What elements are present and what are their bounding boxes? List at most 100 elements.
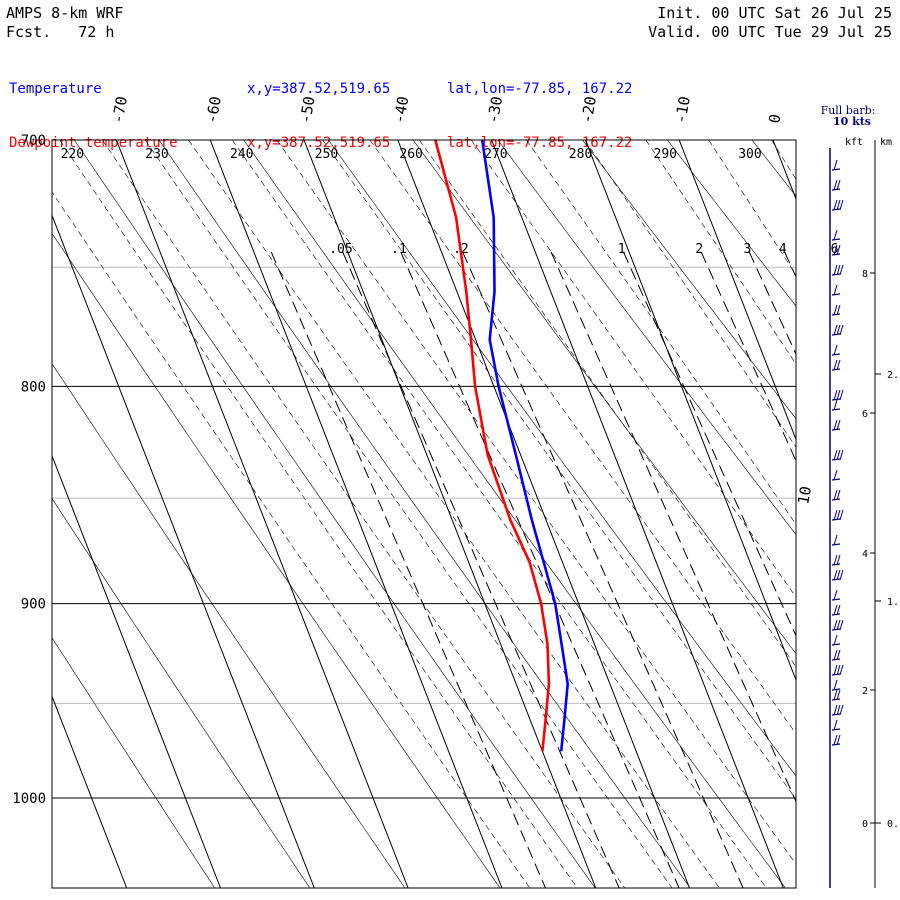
series-xy-dewpoint: x,y=387.52,519.65 (247, 135, 391, 151)
wind-barb-feather (836, 199, 841, 211)
wind-barb (831, 604, 841, 616)
temperature-tick-label: -10 (671, 95, 693, 125)
temperature-tick-label: -50 (296, 95, 318, 125)
wind-barb-shaft (831, 398, 841, 401)
kft-tick-label: 6 (862, 409, 868, 420)
isotherm-line (52, 454, 221, 888)
wind-barb-shaft (831, 728, 841, 731)
wind-barb (831, 244, 841, 256)
dry-adiabat (751, 140, 796, 197)
isotherm-line (867, 140, 900, 888)
wind-barb-feather (836, 619, 841, 631)
km-tick-label: 2. (887, 370, 899, 381)
wind-barb (831, 419, 841, 431)
wind-barb-feather (836, 649, 841, 661)
wind-barb-feather (833, 179, 838, 191)
wind-panel: Full barb:10 kts kft km 8 6 4 2 0 2. 1. 0. (821, 104, 899, 888)
wind-barb-shaft (831, 518, 841, 521)
inner-labels: 220 230 240 250 260 270 280 290 300.05.1.2 1 2 3 4 6 (61, 147, 839, 257)
moist-adiabat (59, 140, 578, 888)
wind-barb (831, 179, 841, 191)
wind-barb-feather (833, 469, 838, 481)
temperature-tick-label: -60 (202, 95, 224, 125)
pressure-tick-label: 800 (21, 379, 46, 395)
wind-barb-shaft (831, 713, 841, 716)
wind-barb-feather (836, 554, 841, 566)
wind-barb (831, 719, 841, 731)
dry-adiabat-label: 260 (399, 147, 422, 162)
wind-panel-subtitle: 10 kts (833, 115, 871, 128)
isotherm-line (52, 214, 315, 888)
series-xy-temperature: x,y=387.52,519.65 (247, 81, 391, 97)
pressure-tick-label: 1000 (12, 791, 46, 807)
wind-barb-feather (836, 304, 841, 316)
wind-barb-shaft (831, 273, 841, 276)
series-name-dewpoint: Dewpoint temperature (9, 135, 178, 151)
wind-barb-feather (833, 159, 838, 171)
mixing-ratio-label: 3 (744, 242, 752, 257)
wind-barb-shaft (831, 458, 841, 461)
isotherm-line (491, 140, 784, 888)
wind-barb-feather (833, 419, 838, 431)
grid-layer (0, 140, 900, 888)
wind-barb-feather (833, 449, 838, 461)
moist-adiabat (322, 140, 796, 800)
header-right: Init. 00 UTC Sat 26 Jul 25 Valid. 00 UTC … (648, 4, 892, 42)
wind-panel-title: Full barb: (821, 104, 876, 117)
plot-frame (51, 139, 797, 889)
km-tick-label: 0. (887, 819, 899, 830)
wind-barb-feather (836, 324, 841, 336)
series-info-dewpoint: Dewpoint temperature x,y=387.52,519.65 lat… (9, 134, 632, 152)
dry-adiabat-label: 240 (230, 147, 253, 162)
wind-barb-feather (833, 589, 838, 601)
wind-barb-shaft (831, 628, 841, 631)
wind-barb-feather (833, 509, 838, 521)
dry-adiabat-label: 280 (569, 147, 592, 162)
wind-barb-feather (836, 179, 841, 191)
temperature-tick-label: -30 (484, 95, 506, 125)
mixing-ratio-label: 6 (831, 242, 839, 257)
wind-barb-feather (836, 489, 841, 501)
wind-barb-shaft (831, 578, 841, 581)
isotherm-line (0, 140, 33, 888)
moist-adiabat (276, 140, 796, 865)
wind-barb-feather (833, 604, 838, 616)
wind-barb-shaft (831, 208, 841, 211)
isotherm-line (52, 695, 128, 888)
wind-barb-feather (836, 389, 841, 401)
wind-barb-shaft (831, 253, 841, 256)
wind-barb-shaft (831, 543, 841, 546)
wind-barb-feather (833, 359, 838, 371)
temperature-tick-label: -20 (578, 95, 600, 125)
wind-barb-feather (833, 244, 838, 256)
header-left: AMPS 8-km WRF Fcst. 72 h (6, 4, 123, 42)
wind-barb-feather (833, 199, 838, 211)
wind-barb-feather (839, 199, 844, 211)
wind-barb (831, 229, 841, 241)
moist-adiabat (232, 140, 767, 888)
dry-adiabat (837, 140, 900, 888)
wind-barb (831, 324, 844, 336)
dewpoint-profile (434, 140, 551, 752)
mixing-ratio-line (622, 251, 796, 637)
wind-barb (831, 449, 844, 461)
series-latlon-dewpoint: lat,lon=-77.85, 167.22 (447, 135, 633, 151)
isotherm-line (115, 140, 409, 888)
wind-barb-feather (836, 604, 841, 616)
dry-adiabat (52, 232, 501, 888)
dry-adiabat (412, 140, 796, 655)
moist-adiabat (584, 140, 796, 448)
wind-barb-shaft (831, 658, 841, 661)
pressure-tick-label: 700 (21, 133, 46, 149)
wind-barb (831, 489, 841, 501)
wind-barb-feather (839, 664, 844, 676)
forecast-hours: 72 h (78, 23, 115, 41)
wind-barb-shaft (831, 428, 841, 431)
moist-adiabat (471, 140, 796, 598)
wind-barb-shaft (831, 333, 841, 336)
forecast-line: Fcst. 72 h (6, 23, 123, 42)
isotherm-line (397, 140, 690, 888)
wind-barb-feather (836, 264, 841, 276)
series-latlon-temperature: lat,lon=-77.85, 167.22 (447, 81, 633, 97)
